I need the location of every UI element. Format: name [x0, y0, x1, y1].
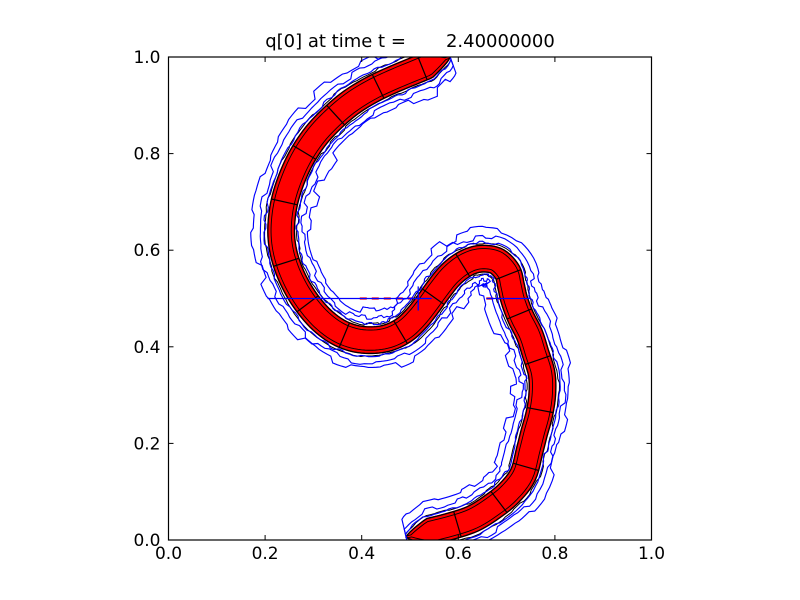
rung	[496, 269, 521, 280]
x-tick-label: 0.8	[541, 544, 568, 564]
y-tick-label: 0.0	[133, 531, 160, 551]
band-outer-edge-contour	[296, 59, 560, 540]
y-tick-label: 0.4	[133, 338, 160, 358]
rung	[338, 323, 350, 348]
plot-content	[250, 57, 572, 540]
rung	[490, 491, 508, 513]
y-tick-label: 0.8	[133, 145, 160, 165]
rung	[525, 355, 551, 365]
x-tick-label: 0.2	[252, 544, 279, 564]
rung	[513, 462, 539, 471]
y-tick-label: 0.6	[133, 241, 160, 261]
band-rungs	[271, 57, 553, 537]
rung	[293, 145, 316, 160]
rung	[273, 257, 299, 267]
rung	[393, 320, 408, 344]
x-tick-label: 0.0	[155, 544, 182, 564]
rung	[422, 288, 445, 305]
rung	[371, 74, 385, 99]
rung	[455, 253, 470, 277]
rung	[326, 105, 345, 125]
rung	[417, 57, 428, 80]
y-tick-label: 0.2	[133, 434, 160, 454]
axis-ticks	[168, 56, 652, 541]
x-tick-label: 0.6	[445, 544, 472, 564]
x-tick-label: 0.4	[348, 544, 375, 564]
rung	[271, 198, 298, 206]
blue-contour-loop	[250, 57, 572, 540]
rung	[453, 511, 462, 537]
axes-frame	[167, 56, 653, 541]
x-tick-label: 1.0	[638, 544, 665, 564]
rung	[507, 308, 532, 320]
band-outer-edge-contour	[264, 57, 528, 535]
rung	[527, 407, 553, 414]
plot-title: q[0] at time t = 2.40000000	[265, 31, 555, 52]
y-tick-label: 1.0	[133, 48, 160, 68]
blue-contour-loop	[259, 57, 567, 540]
axis-tick-labels: 0.0 0.2 0.4 0.6 0.8 1.0 0.0 0.2 0.4 0.6 0.8 1.0	[133, 48, 665, 564]
